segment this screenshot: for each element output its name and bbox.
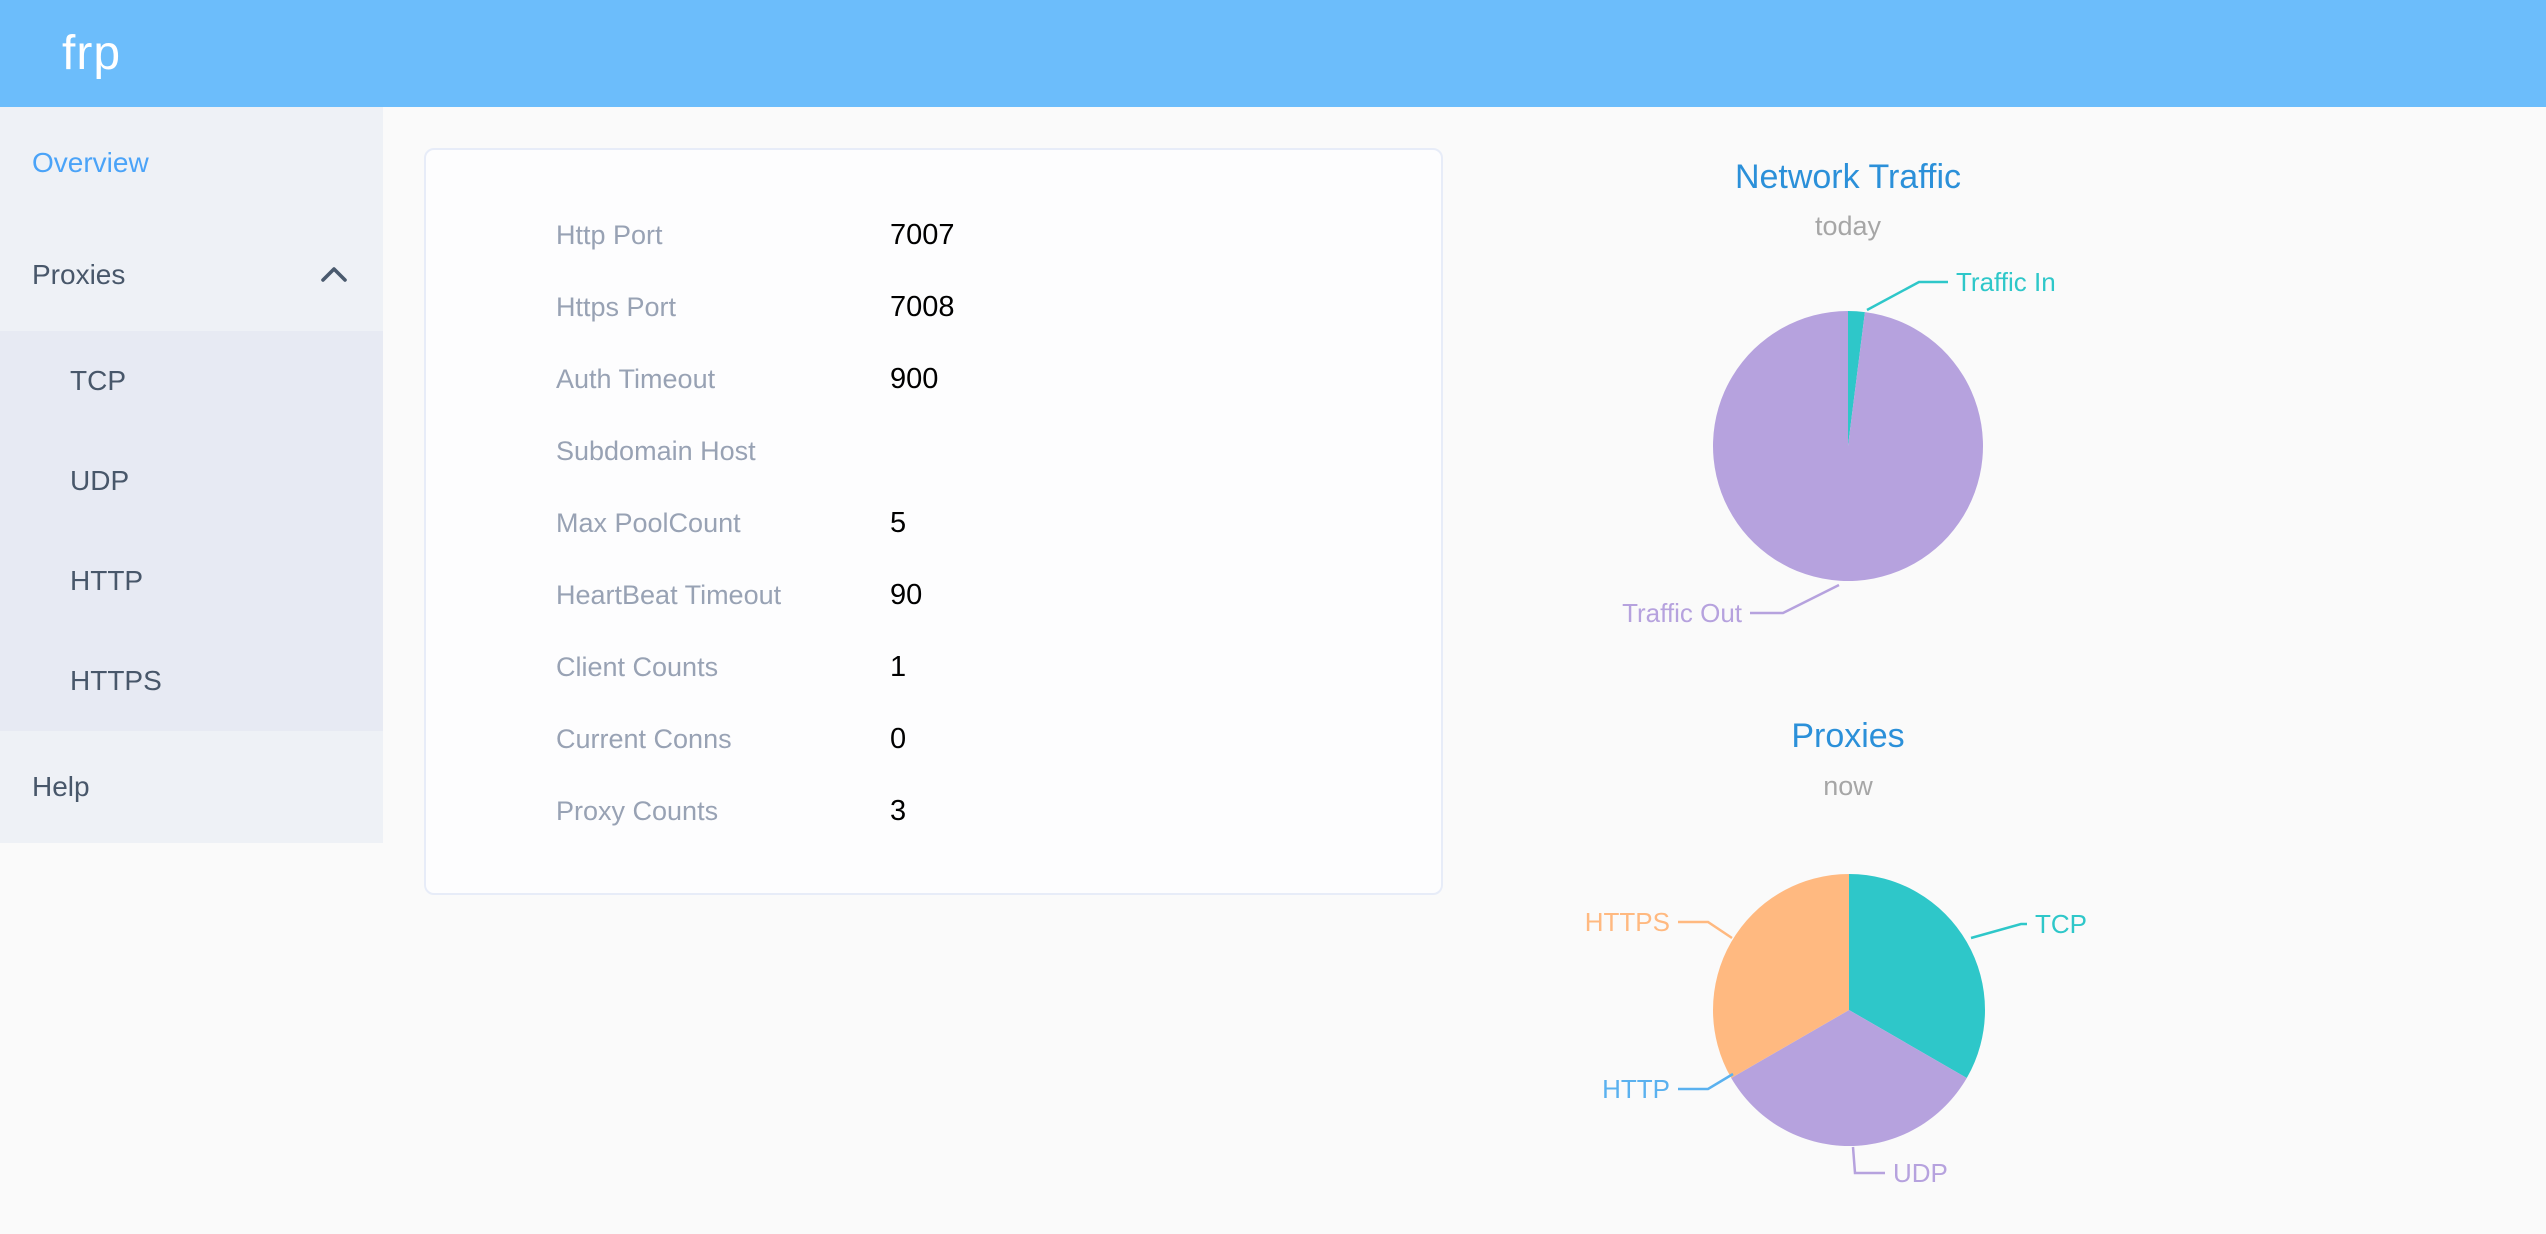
frp-logo: frp <box>62 27 122 80</box>
app-header: frp <box>0 0 2546 107</box>
row-label: Auth Timeout <box>556 363 716 394</box>
udp-slice[interactable] <box>1731 1010 1967 1146</box>
sidebar: Overview Proxies TCP UDP HTTP HTTPS Help <box>0 107 383 843</box>
row-label: Proxy Counts <box>556 795 719 826</box>
sidebar-item-label: Proxies <box>32 259 126 290</box>
https-label-line <box>1678 920 1733 940</box>
table-row: Proxy Counts 3 <box>426 775 1441 847</box>
row-value: 1 <box>890 650 907 683</box>
traffic-out-pie-label: Traffic Out <box>1622 598 1743 628</box>
row-label: Max PoolCount <box>556 507 741 538</box>
row-label: Subdomain Host <box>556 435 756 466</box>
network-traffic-title: Network Traffic <box>1734 158 1962 196</box>
sidebar-item-proxies[interactable]: Proxies <box>0 219 383 331</box>
sidebar-item-label: HTTPS <box>70 665 162 696</box>
sidebar-item-label: HTTP <box>70 565 144 596</box>
udp-pie-label: UDP <box>1893 1158 1948 1188</box>
table-row: Https Port 7008 <box>426 271 1441 343</box>
sidebar-item-https[interactable]: HTTPS <box>0 631 383 731</box>
overview-card: Http Port 7007 Https Port 7008 Auth Time… <box>424 148 1443 895</box>
network-traffic-pie-chart: Traffic In Traffic Out <box>1622 267 2056 628</box>
sidebar-item-label: TCP <box>70 365 126 396</box>
tcp-slice[interactable] <box>1849 874 1985 1078</box>
table-row: Http Port 7007 <box>426 199 1441 271</box>
tcp-pie-label: TCP <box>2035 909 2087 939</box>
row-value: 900 <box>890 362 939 395</box>
row-label: Client Counts <box>556 651 719 682</box>
proxies-subtitle: now <box>1823 771 1873 801</box>
sidebar-item-http[interactable]: HTTP <box>0 531 383 631</box>
row-value: 7008 <box>890 290 955 323</box>
row-label: HeartBeat Timeout <box>556 579 782 610</box>
row-label: Current Conns <box>556 723 732 754</box>
http-label-line <box>1678 1072 1734 1091</box>
network-traffic-subtitle: today <box>1814 211 1882 241</box>
proxies-pie-chart: TCP UDP HTTP HTTPS <box>1585 874 2087 1188</box>
table-row: Max PoolCount 5 <box>426 487 1441 559</box>
https-slice[interactable] <box>1713 874 1849 1078</box>
sidebar-item-label: UDP <box>70 465 130 496</box>
sidebar-item-overview[interactable]: Overview <box>0 107 383 219</box>
traffic-in-slice[interactable] <box>1848 311 1865 446</box>
traffic-in-label-line <box>1866 280 1948 312</box>
sidebar-item-help[interactable]: Help <box>0 731 383 843</box>
row-value: 0 <box>890 722 907 755</box>
https-pie-label: HTTPS <box>1585 907 1670 937</box>
sidebar-item-tcp[interactable]: TCP <box>0 331 383 431</box>
udp-label-line <box>1851 1146 1885 1175</box>
sidebar-submenu: TCP UDP HTTP HTTPS <box>0 331 383 731</box>
row-value: 90 <box>890 578 923 611</box>
row-label: Http Port <box>556 219 663 250</box>
sidebar-item-udp[interactable]: UDP <box>0 431 383 531</box>
row-value: 5 <box>890 506 907 539</box>
table-row: Subdomain Host <box>426 415 1441 487</box>
table-row: Auth Timeout 900 <box>426 343 1441 415</box>
row-value: 7007 <box>890 218 955 251</box>
proxies-title: Proxies <box>1791 717 1905 755</box>
row-label: Https Port <box>556 291 677 322</box>
traffic-in-pie-label: Traffic In <box>1956 267 2056 297</box>
chevron-up-icon <box>321 267 347 282</box>
tcp-label-line <box>1970 922 2027 940</box>
traffic-out-slice[interactable] <box>1712 311 1983 581</box>
http-pie-label: HTTP <box>1602 1074 1670 1104</box>
table-row: Current Conns 0 <box>426 703 1441 775</box>
table-row: Client Counts 1 <box>426 631 1441 703</box>
table-row: HeartBeat Timeout 90 <box>426 559 1441 631</box>
sidebar-item-label: Help <box>32 771 90 802</box>
traffic-out-label-line <box>1750 583 1840 615</box>
sidebar-item-label: Overview <box>32 147 149 178</box>
row-value: 3 <box>890 794 907 827</box>
